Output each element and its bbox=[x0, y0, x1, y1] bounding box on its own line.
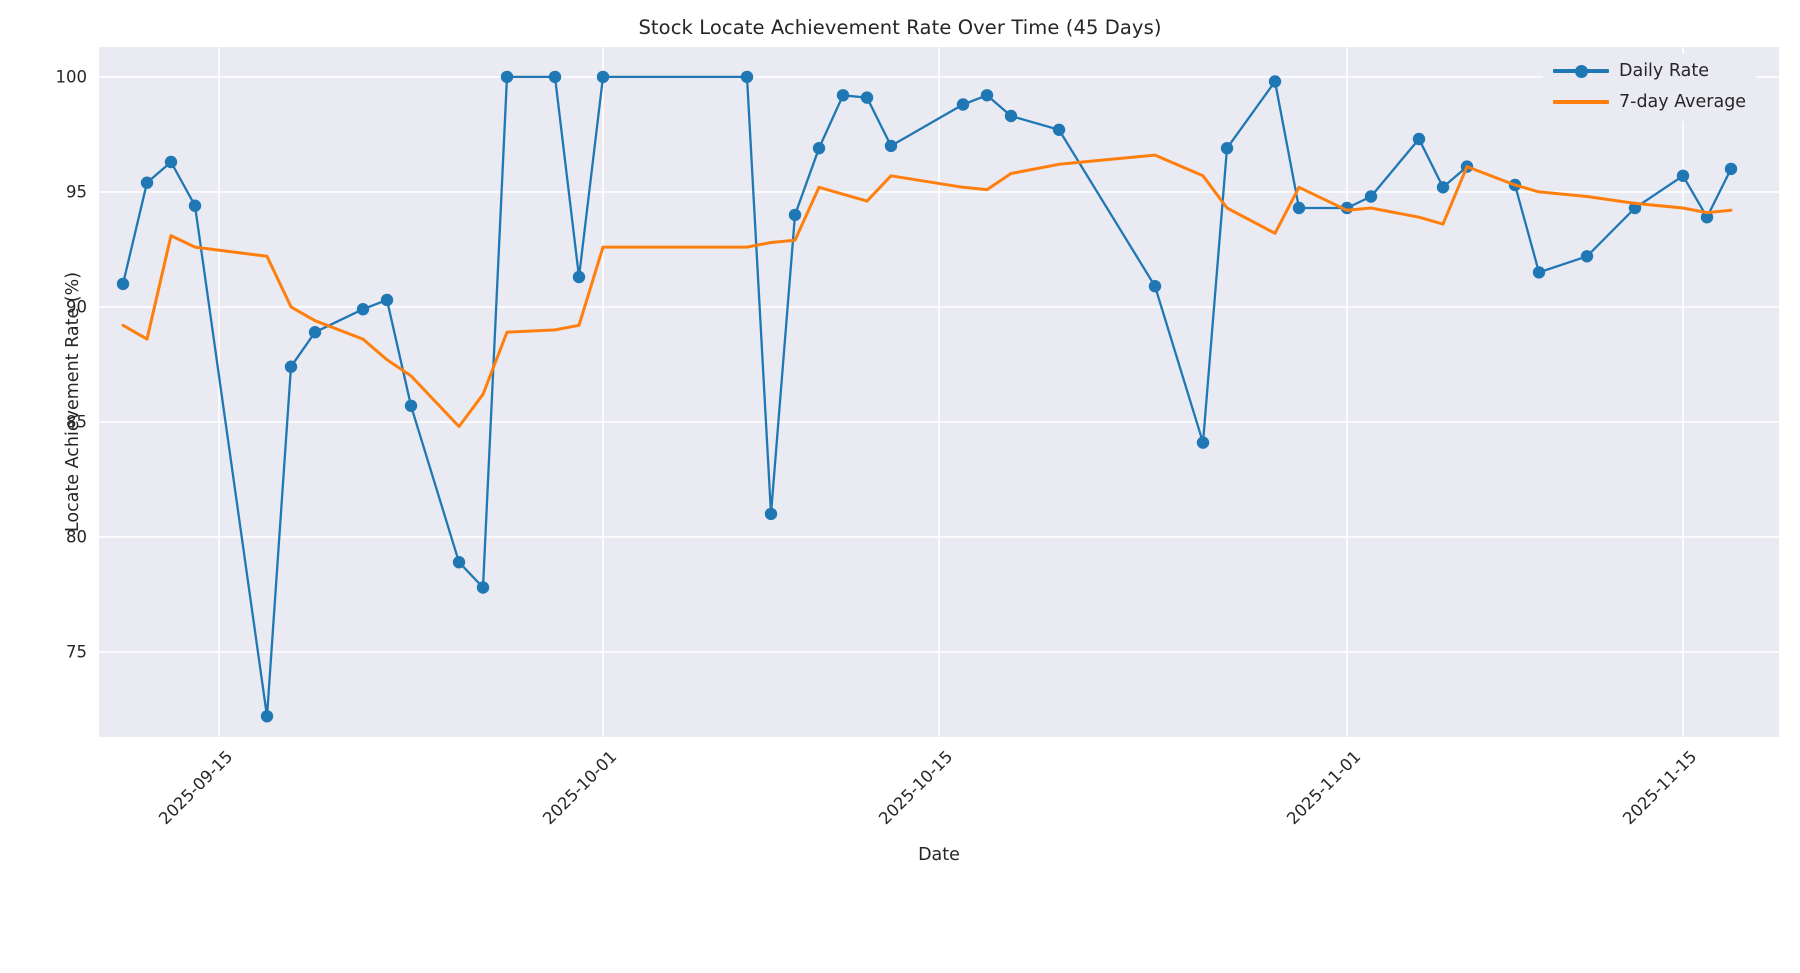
data-point-marker bbox=[1220, 142, 1234, 155]
data-point-marker bbox=[284, 360, 298, 373]
y-axis-label: Locate Achievement Rate (%) bbox=[63, 271, 83, 533]
data-point-marker bbox=[1004, 109, 1018, 123]
data-point-marker bbox=[1292, 201, 1306, 215]
data-point-marker bbox=[476, 581, 490, 594]
data-point-marker bbox=[1724, 162, 1738, 176]
data-point-marker bbox=[860, 91, 874, 104]
data-point-marker bbox=[188, 199, 202, 212]
x-axis-label: Date bbox=[918, 845, 960, 865]
data-point-marker bbox=[548, 70, 562, 84]
legend-entry-seven-day-average[interactable]: 7-day Average bbox=[1553, 91, 1746, 113]
legend-entry-daily-rate[interactable]: Daily Rate bbox=[1553, 60, 1746, 82]
data-point-marker bbox=[116, 277, 130, 291]
data-point-marker bbox=[1676, 169, 1690, 182]
data-point-marker bbox=[500, 70, 514, 84]
data-point-marker bbox=[1196, 436, 1210, 449]
data-point-marker bbox=[404, 399, 418, 412]
legend-label: Daily Rate bbox=[1619, 61, 1709, 81]
data-point-marker bbox=[1436, 181, 1450, 194]
data-point-marker bbox=[980, 89, 994, 102]
data-point-marker bbox=[1268, 75, 1282, 88]
data-point-marker bbox=[788, 208, 802, 222]
data-point-marker bbox=[164, 155, 178, 169]
data-point-marker bbox=[380, 293, 394, 307]
y-tick-label: 90 bbox=[66, 297, 87, 317]
data-point-marker bbox=[452, 556, 466, 569]
y-tick-label: 85 bbox=[66, 412, 87, 432]
data-point-marker bbox=[836, 89, 850, 102]
data-point-marker bbox=[308, 326, 322, 339]
data-point-marker bbox=[356, 303, 370, 316]
data-point-marker bbox=[260, 710, 274, 723]
data-point-marker bbox=[1700, 211, 1714, 224]
chart-title: Stock Locate Achievement Rate Over Time … bbox=[638, 16, 1162, 39]
data-point-marker bbox=[740, 70, 754, 84]
y-tick-label: 100 bbox=[55, 67, 88, 87]
data-point-marker bbox=[1532, 266, 1546, 279]
data-point-marker bbox=[1052, 123, 1066, 136]
data-point-marker bbox=[1412, 132, 1426, 146]
data-point-marker bbox=[1580, 250, 1594, 263]
data-point-marker bbox=[140, 176, 154, 189]
data-point-marker bbox=[1364, 190, 1378, 203]
plot-svg bbox=[99, 47, 1779, 737]
data-point-marker bbox=[956, 98, 970, 111]
data-point-marker bbox=[1148, 280, 1162, 293]
legend-swatch-icon bbox=[1553, 61, 1609, 81]
series-line-daily-rate bbox=[121, 75, 1733, 718]
series-line-seven-day-average bbox=[121, 153, 1733, 428]
data-point-marker bbox=[812, 142, 826, 155]
y-tick-label: 80 bbox=[66, 527, 87, 547]
chart-legend: Daily Rate 7-day Average bbox=[1543, 54, 1757, 121]
y-tick-label: 95 bbox=[66, 182, 87, 202]
legend-swatch-icon bbox=[1553, 92, 1609, 112]
data-point-marker bbox=[572, 270, 586, 284]
data-series-layer bbox=[116, 70, 1738, 723]
data-point-marker bbox=[884, 139, 898, 153]
data-point-marker bbox=[764, 507, 778, 521]
y-tick-label: 75 bbox=[66, 642, 87, 662]
data-point-marker bbox=[596, 70, 610, 84]
grid-lines bbox=[99, 47, 1779, 737]
chart-figure: Stock Locate Achievement Rate Over Time … bbox=[55, 16, 1779, 865]
plot-area bbox=[99, 47, 1779, 737]
legend-label: 7-day Average bbox=[1619, 92, 1747, 112]
